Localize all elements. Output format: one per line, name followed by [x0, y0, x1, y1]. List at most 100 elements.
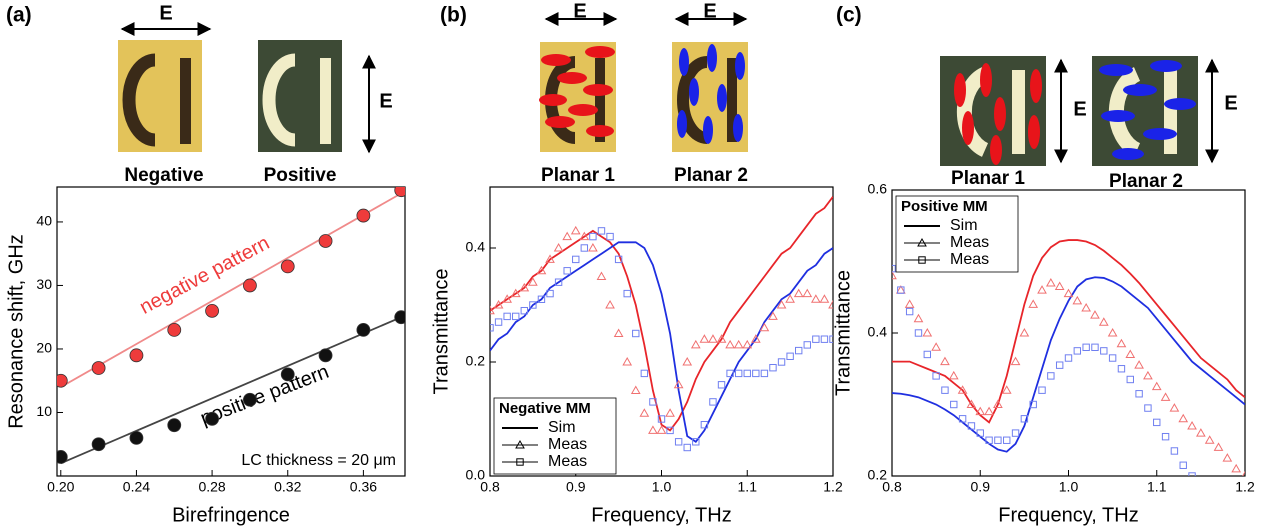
sample-image [539, 42, 616, 152]
point [913, 313, 924, 323]
point [1160, 392, 1171, 401]
image-caption: Negative [124, 165, 203, 186]
y-tick-label: 0.2 [466, 353, 486, 369]
point [776, 299, 787, 309]
point [1098, 317, 1109, 326]
point [1196, 428, 1206, 437]
point [931, 342, 941, 351]
point [726, 369, 734, 378]
point [356, 208, 371, 223]
point [318, 348, 333, 363]
point [777, 358, 786, 366]
point [623, 289, 631, 298]
point [546, 289, 554, 298]
y-tick-label: 20 [36, 340, 52, 356]
point [708, 334, 718, 343]
point [1020, 415, 1029, 423]
point [967, 422, 976, 430]
point [356, 323, 371, 337]
point [493, 299, 504, 309]
point [545, 254, 555, 263]
sample-image [118, 40, 202, 152]
point [1188, 472, 1196, 476]
point [1038, 386, 1046, 394]
point [1108, 354, 1117, 362]
x-tick-label: 1.2 [1235, 479, 1255, 495]
point [1187, 420, 1197, 430]
point [692, 438, 700, 446]
point [1047, 372, 1055, 380]
point [537, 295, 546, 303]
panel-label: (c) [836, 4, 862, 27]
point [752, 369, 760, 378]
point [656, 425, 667, 434]
point [1073, 347, 1082, 355]
point [993, 399, 1003, 408]
point [1169, 403, 1180, 412]
point [1222, 453, 1233, 462]
point [759, 322, 770, 332]
point [966, 399, 977, 408]
field-label: E [1224, 92, 1237, 114]
point [941, 386, 949, 394]
point [1144, 404, 1152, 412]
point [648, 425, 658, 434]
point [976, 429, 984, 437]
point [1082, 343, 1090, 352]
legend-label: Meas [950, 251, 989, 268]
series-line [892, 276, 1245, 453]
point [1231, 463, 1242, 473]
point [1161, 432, 1170, 441]
x-tick-label: 0.32 [274, 479, 301, 495]
point [725, 339, 735, 349]
point [682, 356, 693, 366]
x-axis-label: Birefringence [172, 504, 290, 526]
point [589, 232, 597, 241]
point [819, 294, 830, 303]
x-tick-label: 1.2 [823, 479, 843, 495]
legend-label: Sim [548, 419, 576, 436]
point [1003, 436, 1011, 444]
field-label: E [573, 0, 586, 22]
point [606, 232, 614, 241]
point [1178, 413, 1189, 423]
field-label: E [1073, 98, 1086, 120]
legend-title: Positive MM [901, 198, 988, 215]
point [810, 294, 821, 303]
y-axis-label: Resonance shift, GHz [5, 234, 27, 429]
point [494, 318, 503, 326]
point [243, 392, 257, 407]
point [1242, 470, 1245, 476]
point [793, 288, 804, 298]
y-tick-label: 30 [36, 276, 52, 292]
point [1081, 302, 1092, 312]
legend-label: Sim [950, 217, 978, 234]
point [1134, 360, 1144, 369]
point [674, 438, 683, 446]
y-axis-label: Transmittance [430, 269, 452, 395]
point [280, 259, 295, 274]
point [614, 255, 623, 264]
point [1100, 347, 1108, 355]
point [768, 311, 778, 320]
point [510, 288, 521, 298]
point [503, 312, 511, 321]
point [1116, 338, 1127, 348]
point [923, 350, 931, 359]
point [528, 277, 538, 286]
point [892, 264, 896, 273]
point [502, 294, 513, 303]
point [828, 299, 833, 309]
point [512, 312, 520, 321]
image-caption: Planar 1 [951, 168, 1025, 189]
point [769, 363, 777, 372]
y-axis-label: Transmittance [832, 270, 854, 396]
sample-image [258, 40, 342, 152]
point [394, 310, 405, 325]
point [975, 406, 986, 416]
plot-area [892, 239, 1245, 476]
point [905, 307, 914, 316]
point [630, 385, 641, 394]
